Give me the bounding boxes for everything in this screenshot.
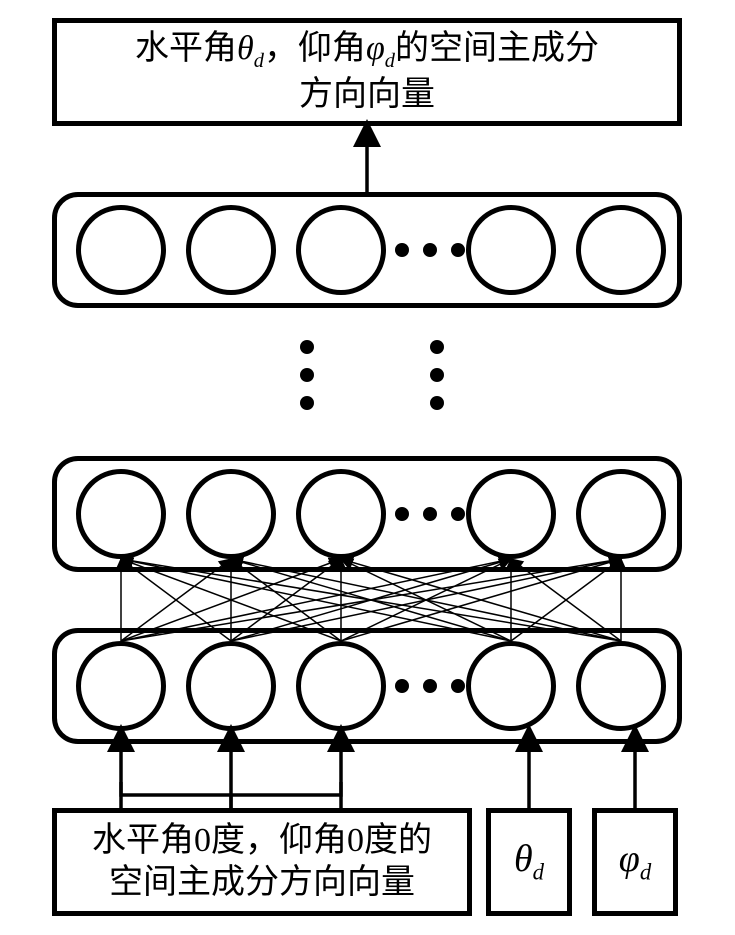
- hdots-1: [395, 507, 465, 521]
- vdots-0: [300, 340, 314, 410]
- neuron-middle-1: [186, 469, 276, 559]
- vdots-1: [430, 340, 444, 410]
- neuron-top-0: [76, 205, 166, 295]
- hdots-0: [395, 243, 465, 257]
- neuron-bottom-2: [296, 641, 386, 731]
- neuron-top-1: [186, 205, 276, 295]
- neuron-bottom-3: [466, 641, 556, 731]
- input-main-box: 水平角0度，仰角0度的空间主成分方向向量: [52, 808, 472, 916]
- neuron-middle-3: [466, 469, 556, 559]
- input-main-text: 水平角0度，仰角0度的空间主成分方向向量: [92, 820, 432, 905]
- neuron-top-2: [296, 205, 386, 295]
- output-box: 水平角θd，仰角φd的空间主成分方向向量: [52, 18, 682, 126]
- neuron-middle-0: [76, 469, 166, 559]
- input-theta-box: θd: [486, 808, 572, 916]
- neuron-top-4: [576, 205, 666, 295]
- diagram-canvas: 水平角θd，仰角φd的空间主成分方向向量 水平角0度，仰角0度的空间主成分方向向…: [0, 0, 735, 935]
- hdots-2: [395, 679, 465, 693]
- input-phi-text: φd: [619, 836, 651, 887]
- neuron-bottom-4: [576, 641, 666, 731]
- neuron-bottom-1: [186, 641, 276, 731]
- input-phi-box: φd: [592, 808, 678, 916]
- neuron-bottom-0: [76, 641, 166, 731]
- neuron-middle-4: [576, 469, 666, 559]
- neuron-middle-2: [296, 469, 386, 559]
- output-text: 水平角θd，仰角φd的空间主成分方向向量: [135, 28, 599, 117]
- neuron-top-3: [466, 205, 556, 295]
- input-theta-text: θd: [514, 836, 544, 887]
